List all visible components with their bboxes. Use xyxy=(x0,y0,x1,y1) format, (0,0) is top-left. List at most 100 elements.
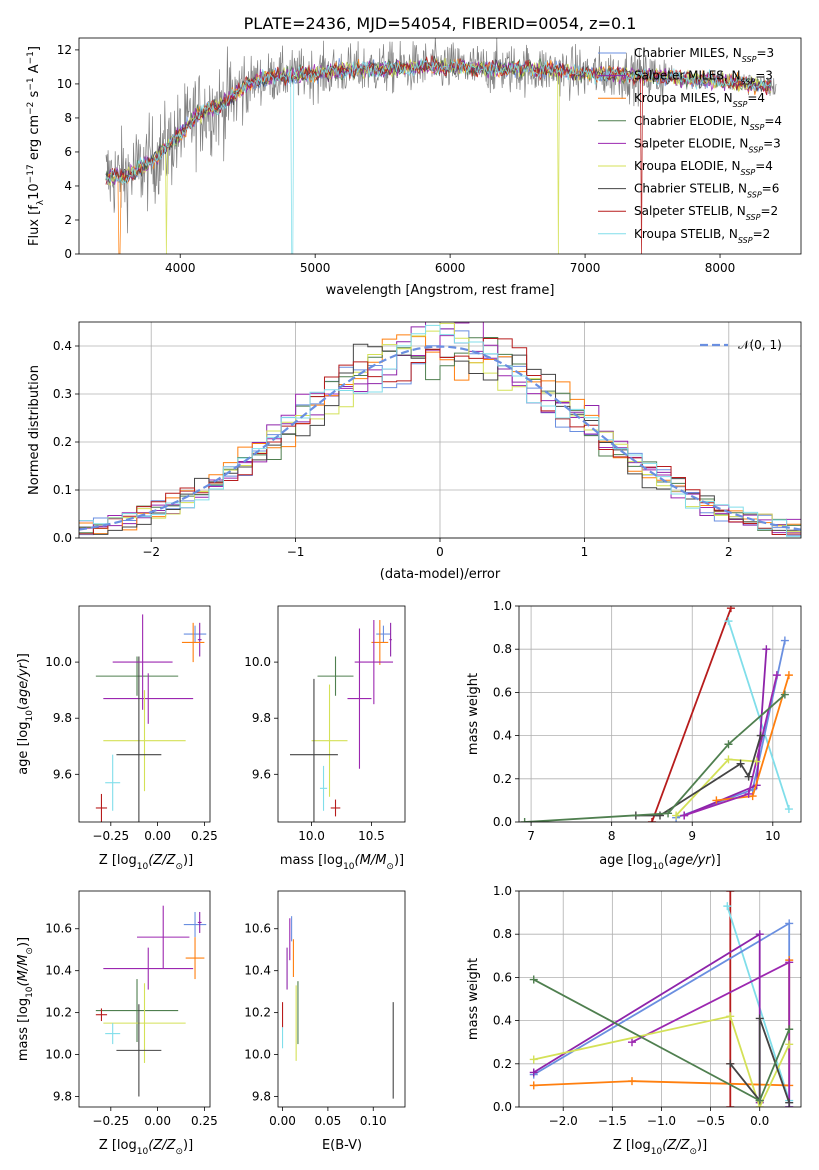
legend-entry: Salpeter MILES, NSSP=3 xyxy=(634,69,773,87)
residuals-xtick-label: 2 xyxy=(725,545,733,559)
weight_vs_age-ytick-label: 0.0 xyxy=(493,815,512,829)
residuals-ytick-label: 0.4 xyxy=(53,339,72,353)
age_vs_Z-xtick-label: 0.00 xyxy=(144,829,171,843)
histogram-chabrier-elodie xyxy=(79,336,801,534)
age_vs_mass-xtick-label: 10.5 xyxy=(358,829,385,843)
mass_vs_EBV-ytick-label: 9.8 xyxy=(252,1090,271,1104)
mass_vs_Z-ytick-label: 10.6 xyxy=(45,922,72,936)
weight_vs_Z-ylabel: mass weight xyxy=(466,958,481,1040)
residuals-ytick-label: 0.2 xyxy=(53,435,72,449)
histogram-kroupa-stelib xyxy=(79,324,801,537)
weight-marker xyxy=(772,671,781,680)
residuals-xtick-label: 0 xyxy=(436,545,444,559)
residuals-xtick-label: −1 xyxy=(287,545,305,559)
spectrum-ytick-label: 12 xyxy=(57,43,72,57)
weight_vs_age-axes: 7 8 9 10 0.0 0.2 0.4 0.6 0.8 1.0 age [log10(age/yr… xyxy=(466,599,802,872)
spectrum-xlabel: wavelength [Angstrom, rest frame] xyxy=(326,283,555,298)
weight-marker xyxy=(647,818,656,822)
weight-marker xyxy=(726,1012,735,1021)
legend-entry: Salpeter STELIB, NSSP=2 xyxy=(634,204,778,222)
weight-marker xyxy=(784,805,793,814)
mass_vs_Z-xtick-label: −0.25 xyxy=(92,1114,129,1128)
legend-entry: Chabrier MILES, NSSP=3 xyxy=(634,46,774,64)
age_vs_Z-xlabel: Z [log10(Z/Z⊙)] xyxy=(99,853,193,872)
age_vs_mass-ytick-label: 9.8 xyxy=(252,711,271,725)
weight-marker xyxy=(726,606,735,613)
weight_vs_Z-ytick-label: 1.0 xyxy=(493,884,512,898)
spectrum-ytick-label: 6 xyxy=(64,145,72,159)
histogram-salpeter-elodie xyxy=(79,322,801,534)
spectrum-ytick-label: 4 xyxy=(64,179,72,193)
mass_vs_Z-ytick-label: 9.8 xyxy=(53,1090,72,1104)
mass_vs_EBV-axes: 0.00 0.05 0.10 9.8 10.0 10.2 10.4 10.6 E(B-V) xyxy=(244,890,406,1153)
age_vs_Z-xtick-label: −0.25 xyxy=(92,829,129,843)
weight_vs_Z-xtick-label: −1.0 xyxy=(647,1114,676,1128)
spectrum-ytick-label: 2 xyxy=(64,213,72,227)
residuals-ytick-label: 0.0 xyxy=(53,531,72,545)
weight_vs_Z-ytick-label: 0.2 xyxy=(493,1057,512,1071)
residuals-ylabel: Normed distribution xyxy=(27,365,42,495)
weight-marker xyxy=(664,809,673,818)
weight-line-chabrier-stelib xyxy=(729,1018,791,1104)
model-spectrum-kroupa-stelib xyxy=(105,58,772,254)
residuals-ytick-label: 0.1 xyxy=(53,483,72,497)
weight_vs_Z-frame xyxy=(518,890,802,1108)
weight-marker xyxy=(680,811,689,820)
legend-entry: Salpeter ELODIE, NSSP=3 xyxy=(634,136,781,154)
spectrum-xtick-label: 4000 xyxy=(165,261,196,275)
mass_vs_Z-xlabel: Z [log10(Z/Z⊙)] xyxy=(99,1138,193,1157)
residuals-xlabel: (data-model)/error xyxy=(380,567,501,582)
weight-line-kroupa-elodie xyxy=(675,758,757,817)
age_vs_Z-ylabel: age [log10(age/yr)] xyxy=(16,653,35,775)
residuals-ytick-label: 0.3 xyxy=(53,387,72,401)
weight_vs_Z-xtick-label: −1.5 xyxy=(598,1114,627,1128)
mass_vs_Z-ytick-label: 10.2 xyxy=(45,1006,72,1020)
weight-marker xyxy=(627,1077,636,1086)
mass_vs_Z-xtick-label: 0.25 xyxy=(191,1114,218,1128)
spectrum-ytick-label: 8 xyxy=(64,111,72,125)
weight-line-chabrier-stelib xyxy=(635,735,762,817)
normal-curve-legend: 𝒩(0, 1) xyxy=(738,338,782,352)
weight-marker xyxy=(785,1098,794,1107)
weight-line-salpeter-stelib xyxy=(651,607,732,822)
age_vs_mass-frame xyxy=(277,605,406,823)
weight-marker xyxy=(748,792,757,801)
weight_vs_age-frame xyxy=(518,605,802,823)
residuals-axes: −2 −1 0 1 2 0.0 0.1 0.2 0.3 0.4 𝒩(0, 1) (data-model… xyxy=(27,321,802,582)
mass_vs_EBV-xtick-label: 0.05 xyxy=(315,1114,342,1128)
weight-marker xyxy=(736,759,745,768)
spectrum-xtick-label: 6000 xyxy=(435,261,466,275)
weight_vs_Z-plot-area xyxy=(529,891,794,1107)
weight_vs_age-xtick-label: 8 xyxy=(608,829,616,843)
mass_vs_EBV-ytick-label: 10.0 xyxy=(244,1048,271,1062)
weight-marker xyxy=(726,1103,735,1107)
weight-marker xyxy=(529,975,538,984)
weight-marker xyxy=(529,1068,538,1077)
age_vs_mass-ytick-label: 10.0 xyxy=(244,655,271,669)
spectrum-xtick-label: 8000 xyxy=(705,261,736,275)
weight_vs_age-ytick-label: 0.8 xyxy=(493,642,512,656)
mass_vs_EBV-plot-area xyxy=(281,916,394,1099)
weight-marker xyxy=(755,930,764,939)
age_vs_Z-ytick-label: 9.8 xyxy=(53,711,72,725)
weight-marker xyxy=(723,902,732,911)
weight-marker xyxy=(529,1081,538,1090)
weight_vs_Z-ytick-label: 0.6 xyxy=(493,970,512,984)
mass_vs_EBV-ytick-label: 10.6 xyxy=(244,922,271,936)
weight-marker xyxy=(724,755,733,764)
weight-marker xyxy=(724,617,733,626)
weight_vs_age-ytick-label: 1.0 xyxy=(493,599,512,613)
weight-marker xyxy=(756,731,765,740)
weight_vs_age-ytick-label: 0.4 xyxy=(493,729,512,743)
mass_vs_Z-axes: −0.25 0.00 0.25 9.8 10.0 10.2 10.4 10.6 Z [log10… xyxy=(16,890,218,1157)
spectrum-xtick-label: 5000 xyxy=(300,261,331,275)
legend-entry: Kroupa ELODIE, NSSP=4 xyxy=(634,159,773,177)
weight-marker xyxy=(785,919,794,928)
mass_vs_EBV-xtick-label: 0.10 xyxy=(360,1114,387,1128)
weight-line-salpeter-miles xyxy=(533,932,761,1103)
mass_vs_Z-xtick-label: 0.00 xyxy=(144,1114,171,1128)
weight-marker xyxy=(755,1014,764,1023)
age_vs_Z-frame xyxy=(78,605,211,823)
weight_vs_age-ytick-label: 0.6 xyxy=(493,685,512,699)
weight_vs_Z-xtick-label: −0.5 xyxy=(696,1114,725,1128)
